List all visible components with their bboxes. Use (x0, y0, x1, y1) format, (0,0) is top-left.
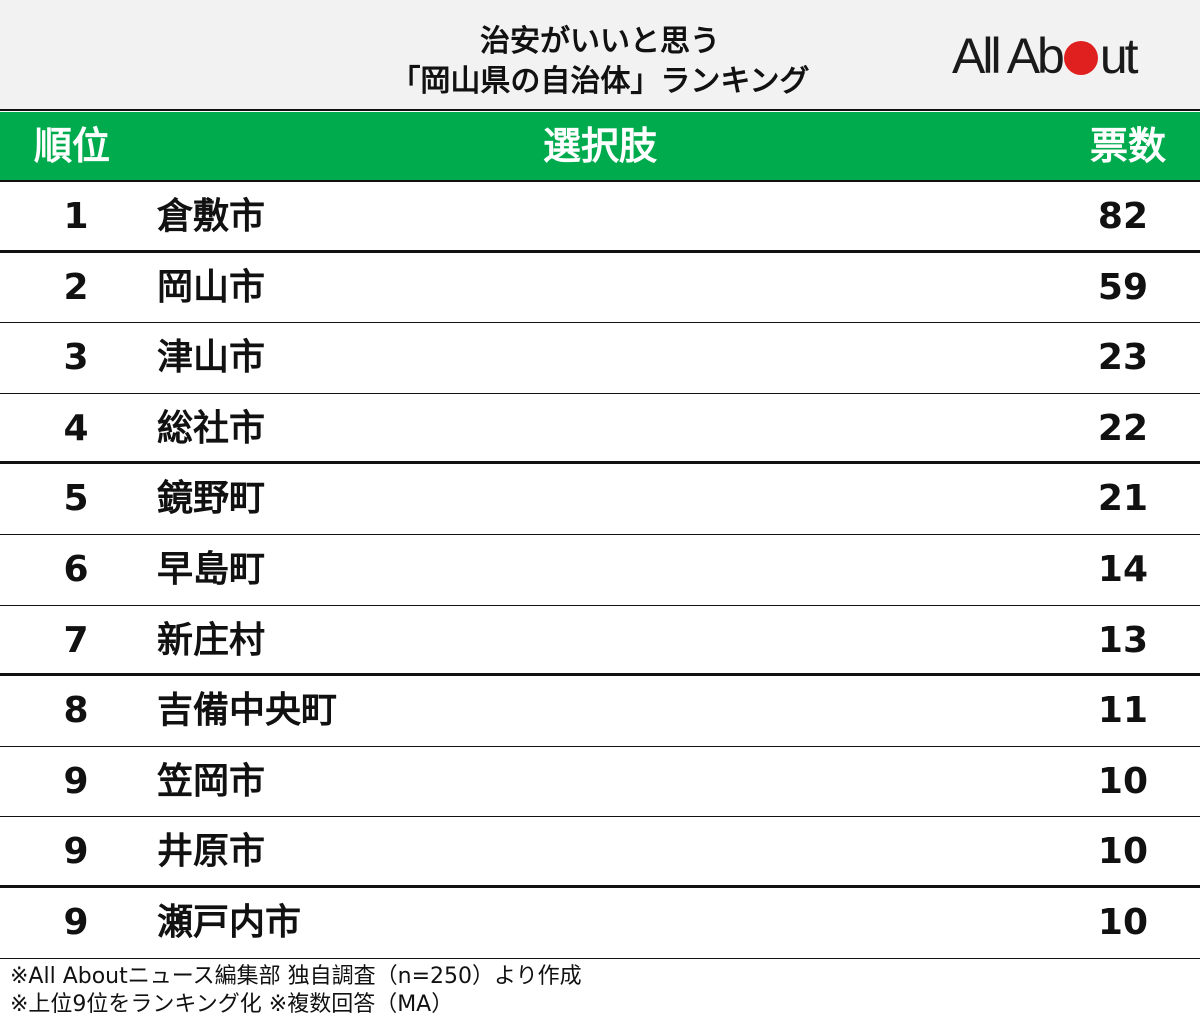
column-header-rank: 順位 (34, 124, 111, 168)
votes-cell: 22 (1097, 407, 1148, 449)
title-line-2: 「岡山県の自治体」ランキング (390, 64, 810, 99)
ranking-table-body: 1 倉敷市 82 2 岡山市 59 3 津山市 23 4 総社市 22 5 鏡野… (0, 182, 1200, 959)
table-row: 8 吉備中央町 11 (0, 676, 1200, 747)
table-row: 4 総社市 22 (0, 394, 1200, 465)
rank-cell: 9 (63, 901, 89, 943)
table-row: 3 津山市 23 (0, 323, 1200, 394)
rank-cell: 7 (63, 619, 89, 661)
name-cell: 倉敷市 (157, 196, 266, 237)
rank-cell: 8 (63, 690, 89, 732)
votes-cell: 10 (1097, 831, 1148, 873)
table-row: 5 鏡野町 21 (0, 464, 1200, 535)
name-cell: 岡山市 (157, 266, 266, 308)
votes-cell: 82 (1097, 196, 1148, 237)
footnotes: ※All Aboutニュース編集部 独自調査（n=250）より作成 ※上位9位を… (10, 963, 582, 1019)
votes-cell: 14 (1097, 548, 1148, 590)
chart-title: 治安がいいと思う 「岡山県の自治体」ランキング (0, 22, 1200, 102)
table-row: 2 岡山市 59 (0, 253, 1200, 324)
rank-cell: 9 (63, 831, 89, 873)
votes-cell: 59 (1097, 266, 1148, 308)
logo-text-2: ut (1099, 28, 1139, 84)
rank-cell: 6 (63, 548, 89, 590)
name-cell: 新庄村 (157, 619, 266, 661)
votes-cell: 11 (1097, 690, 1148, 732)
rank-cell: 5 (63, 478, 89, 520)
title-line-1: 治安がいいと思う (480, 24, 720, 59)
table-header: 選択肢 順位 票数 (0, 112, 1200, 182)
table-row: 9 井原市 10 (0, 817, 1200, 888)
title-band: 治安がいいと思う 「岡山県の自治体」ランキング All Ab ut (0, 0, 1200, 111)
table-row: 9 笠岡市 10 (0, 747, 1200, 818)
table-row: 9 瀬戸内市 10 (0, 888, 1200, 959)
name-cell: 総社市 (157, 407, 266, 449)
votes-cell: 23 (1097, 337, 1148, 379)
column-header-votes: 票数 (1089, 124, 1166, 168)
rank-cell: 2 (63, 266, 89, 308)
rank-cell: 3 (63, 337, 89, 379)
name-cell: 津山市 (157, 337, 266, 379)
name-cell: 井原市 (157, 831, 266, 873)
name-cell: 吉備中央町 (157, 690, 338, 732)
name-cell: 早島町 (157, 548, 266, 590)
logo-red-dot-icon (1063, 41, 1098, 75)
name-cell: 笠岡市 (157, 760, 266, 802)
rank-cell: 4 (63, 407, 89, 449)
votes-cell: 21 (1097, 478, 1148, 520)
rank-cell: 1 (63, 196, 89, 237)
logo-text-1: All Ab (952, 28, 1065, 84)
allabout-logo: All Ab ut (952, 30, 1172, 82)
votes-cell: 10 (1097, 760, 1148, 802)
table-row: 1 倉敷市 82 (0, 182, 1200, 253)
votes-cell: 10 (1097, 901, 1148, 943)
column-header-choice: 選択肢 (542, 124, 657, 168)
footnote-source: ※All Aboutニュース編集部 独自調査（n=250）より作成 (10, 964, 582, 989)
name-cell: 瀬戸内市 (157, 901, 302, 943)
rank-cell: 9 (63, 760, 89, 802)
table-row: 6 早島町 14 (0, 535, 1200, 606)
table-row: 7 新庄村 13 (0, 606, 1200, 677)
name-cell: 鏡野町 (157, 478, 266, 520)
votes-cell: 13 (1097, 619, 1148, 661)
footnote-method: ※上位9位をランキング化 ※複数回答（MA） (10, 992, 454, 1017)
